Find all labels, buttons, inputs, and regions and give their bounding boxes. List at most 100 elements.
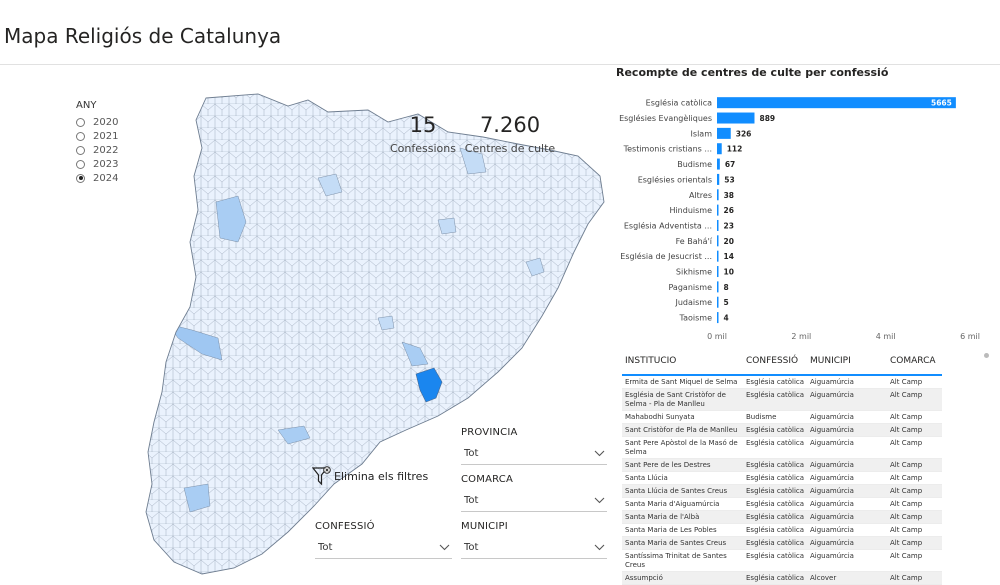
table-cell: Església catòlica: [746, 474, 805, 482]
table-cell: Aiguamúrcia: [810, 487, 854, 495]
table-row[interactable]: Sant Pere de les Destres Església catòlic…: [622, 459, 942, 472]
table-cell: Alt Camp: [890, 461, 923, 469]
table-row[interactable]: Santa Maria d'Aiguamúrcia Església catòli…: [622, 498, 942, 511]
table-row[interactable]: Sant Pere Apòstol de la Masó de Selma Esg…: [622, 437, 942, 459]
municipi-value: Tot: [464, 542, 479, 553]
bar-category-label: Hinduisme: [669, 206, 712, 215]
table-row[interactable]: Santa Llúcia de Santes Creus Església cat…: [622, 485, 942, 498]
table-cell: Església catòlica: [746, 461, 805, 469]
table-cell: Aiguamúrcia: [810, 474, 854, 482]
bar[interactable]: [717, 204, 719, 216]
year-option-2024[interactable]: 2024: [76, 171, 118, 185]
year-option-label: 2021: [93, 130, 119, 142]
table-row[interactable]: Sant Cristòfor de Pla de Manlleu Església…: [622, 424, 942, 437]
year-option-label: 2020: [93, 116, 119, 128]
table-cell: Església catòlica: [746, 513, 805, 521]
bar[interactable]: [717, 112, 755, 124]
confession-bar-chart: Església catòlica 5665 Esglésies Evangèliq…: [619, 97, 980, 341]
chevron-down-icon: [594, 450, 605, 457]
table-body: Ermita de Sant Miquel de Selma Església c…: [622, 376, 942, 585]
bar-value-label: 5: [724, 298, 729, 307]
table-cell: Assumpció: [625, 574, 663, 582]
bar[interactable]: [717, 127, 731, 139]
bar-value-label: 889: [759, 114, 775, 123]
reset-filters-button[interactable]: Elimina els filtres: [312, 465, 428, 487]
table-cell: Alt Camp: [890, 391, 923, 399]
radio-button[interactable]: [76, 117, 85, 127]
radio-button[interactable]: [76, 131, 85, 141]
bar[interactable]: [717, 266, 719, 278]
confessio-dropdown[interactable]: Tot: [315, 538, 452, 559]
x-tick-label: 4 mil: [876, 332, 896, 341]
bar-category-label: Testimonis cristians ...: [623, 145, 712, 154]
bar-value-label: 67: [725, 160, 735, 169]
bar-value-label: 38: [724, 191, 734, 200]
year-slicer-header: ANY: [76, 100, 97, 111]
table-row[interactable]: Santa Llúcia Església catòlica Aiguamúrcia…: [622, 472, 942, 485]
column-header[interactable]: INSTITUCIO: [625, 356, 677, 366]
table-row[interactable]: Santa Maria de Les Pobles Església catòli…: [622, 524, 942, 537]
bar[interactable]: [717, 189, 719, 201]
table-cell: Església catòlica: [746, 391, 805, 399]
bar[interactable]: [717, 158, 720, 170]
bar-value-label: 5665: [931, 99, 952, 108]
table-row[interactable]: Ermita de Sant Miquel de Selma Església c…: [622, 376, 942, 389]
column-header[interactable]: CONFESSIÓ: [746, 356, 799, 366]
radio-button[interactable]: [76, 159, 85, 169]
kpi-centres: 7.260 Centres de culte: [464, 113, 556, 155]
year-option-2020[interactable]: 2020: [76, 115, 118, 129]
bar-chart-title: Recompte de centres de culte per confess…: [616, 66, 889, 79]
comarca-slicer: COMARCA Tot: [461, 474, 607, 512]
year-slicer: ANY 2020 2021 2022 2023 2024: [76, 100, 118, 185]
chevron-down-icon: [594, 497, 605, 504]
year-option-label: 2022: [93, 144, 119, 156]
table-row[interactable]: Santa Maria de Santes Creus Església catò…: [622, 537, 942, 550]
bar-value-label: 53: [724, 175, 734, 184]
bar[interactable]: [717, 219, 719, 231]
bar[interactable]: [717, 250, 719, 262]
table-cell: Aiguamúrcia: [810, 552, 854, 560]
table-row[interactable]: Santíssima Trinitat de Santes Creus Esglé…: [622, 550, 942, 572]
x-tick-label: 2 mil: [791, 332, 811, 341]
table-row[interactable]: Santa Maria de l'Albà Església catòlica Ai…: [622, 511, 942, 524]
radio-button[interactable]: [76, 145, 85, 155]
table-row[interactable]: Església de Sant Cristòfor de Selma - Pl…: [622, 389, 942, 411]
table-cell: Església catòlica: [746, 487, 805, 495]
column-header[interactable]: MUNICIPI: [810, 356, 851, 366]
column-header[interactable]: COMARCA: [890, 356, 936, 366]
bar[interactable]: [717, 143, 722, 155]
table-cell: Santa Maria de l'Albà: [625, 513, 700, 521]
bar[interactable]: [717, 281, 719, 293]
table-cell: Aiguamúrcia: [810, 413, 854, 421]
year-option-label: 2024: [93, 172, 119, 184]
table-row[interactable]: Assumpció Església catòlica Alcover Alt Cam…: [622, 572, 942, 585]
year-option-label: 2023: [93, 158, 119, 170]
bar-value-label: 26: [724, 206, 734, 215]
table-cell: Sant Pere de les Destres: [625, 461, 711, 469]
filter-reset-icon: [312, 466, 331, 486]
scroll-indicator[interactable]: [984, 353, 989, 358]
table-cell: Ermita de Sant Miquel de Selma: [625, 378, 738, 386]
table-cell: Alt Camp: [890, 526, 923, 534]
year-option-2023[interactable]: 2023: [76, 157, 118, 171]
year-option-2021[interactable]: 2021: [76, 129, 118, 143]
bar[interactable]: [717, 235, 719, 247]
provincia-dropdown[interactable]: Tot: [461, 444, 607, 465]
table-row[interactable]: Mahabodhi Sunyata Budisme Aiguamúrcia Alt C…: [622, 411, 942, 424]
kpi-confessions-value: 15: [409, 113, 437, 137]
municipi-dropdown[interactable]: Tot: [461, 538, 607, 559]
municipi-header: MUNICIPI: [461, 521, 508, 532]
bar[interactable]: [717, 173, 720, 185]
year-option-2022[interactable]: 2022: [76, 143, 118, 157]
bar[interactable]: [717, 296, 719, 308]
kpi-centres-label: Centres de culte: [464, 142, 556, 155]
table-cell: Santa Maria de Les Pobles: [625, 526, 717, 534]
comarca-dropdown[interactable]: Tot: [461, 491, 607, 512]
bar[interactable]: [717, 97, 956, 109]
comarca-value: Tot: [464, 495, 479, 506]
radio-button[interactable]: [76, 173, 85, 183]
table-cell: Església catòlica: [746, 426, 805, 434]
bar-category-label: Església Adventista ...: [624, 220, 712, 230]
institutions-table: INSTITUCIO CONFESSIÓ MUNICIPI COMARCA Ermit…: [622, 352, 942, 585]
bar[interactable]: [717, 312, 719, 324]
